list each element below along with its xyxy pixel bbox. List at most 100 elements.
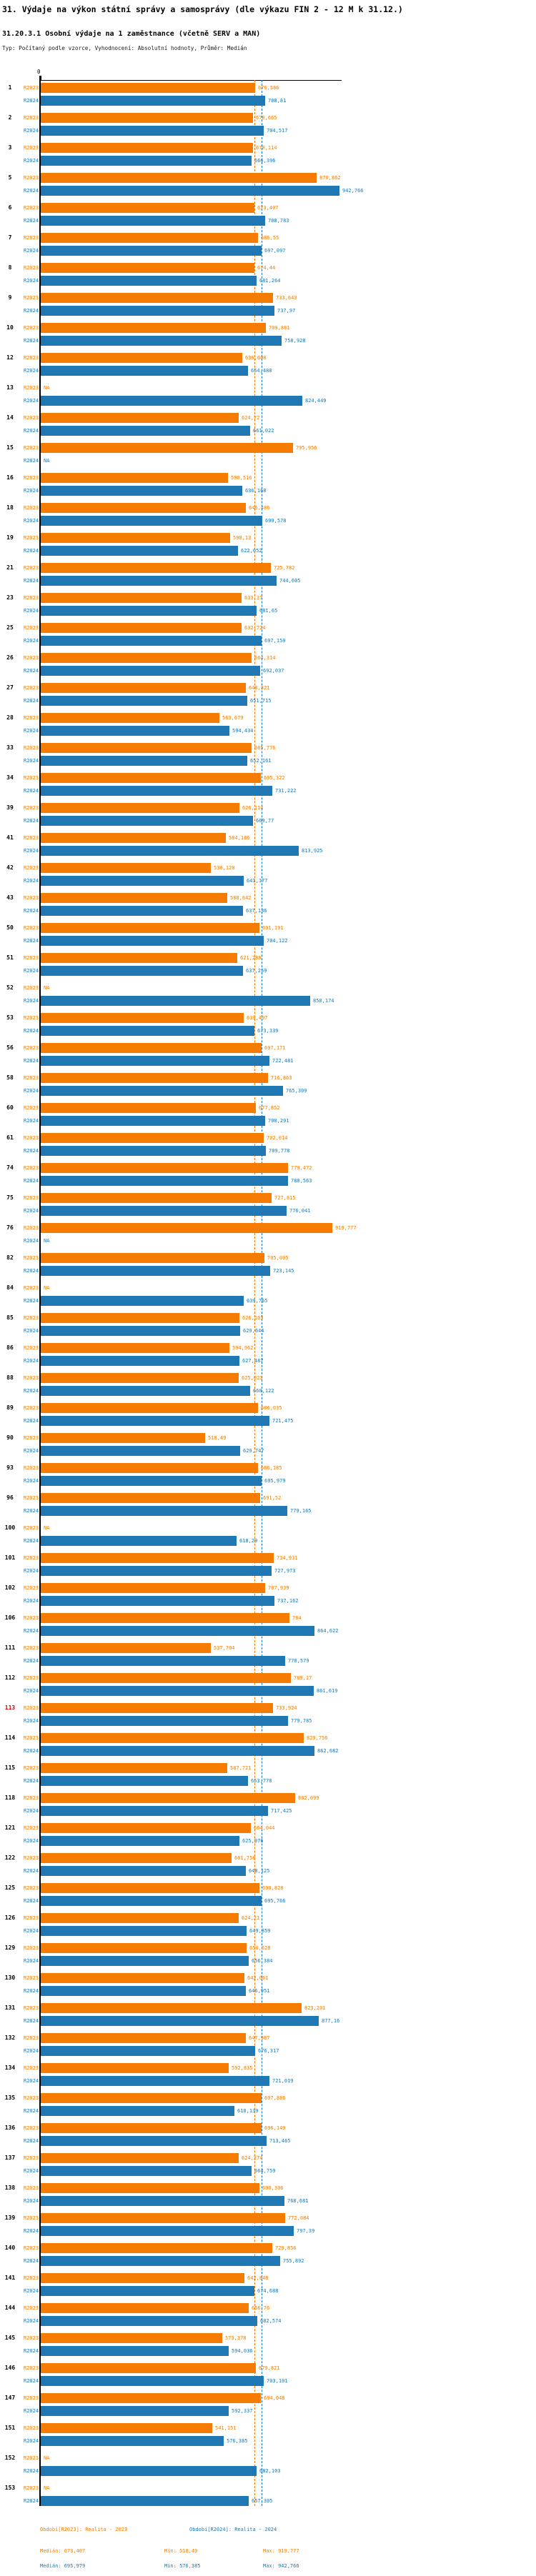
chart-row-group: 139 R2023 772,084 R2024 797,39	[0, 2213, 536, 2236]
bar-value-2024: 768,681	[287, 2198, 309, 2204]
bar-2023	[41, 113, 253, 123]
bar-value-2023: 642,661	[247, 1975, 269, 1981]
bar-row-2024: R2024 618,29	[20, 1536, 536, 1546]
series-label-2023: R2023	[24, 505, 39, 511]
bar-2023	[41, 1913, 239, 1923]
series-label-2024: R2024	[24, 2408, 39, 2414]
chart-row-group: 101 R2023 734,931 R2024 727,973	[0, 1553, 536, 1576]
row-number: 106	[4, 1614, 16, 1621]
chart-row-group: 25 R2023 632,724 R2024 697,159	[0, 623, 536, 646]
chart-row-group: 96 R2023 691,52 R2024 779,165	[0, 1493, 536, 1516]
bar-2023	[41, 1583, 265, 1593]
chart-row-group: 131 R2023 823,201 R2024 877,16	[0, 2003, 536, 2026]
bar-row-2023: R2023 624,21	[20, 1913, 536, 1923]
bar-2023	[41, 2003, 302, 2013]
series-label-2023: R2023	[24, 895, 39, 901]
stat-min-2024: Min: 576,385	[164, 2563, 201, 2569]
bar-2024	[41, 606, 257, 616]
chart-row-group: 26 R2023 664,314 R2024 692,037	[0, 653, 536, 676]
bar-2023	[41, 1643, 211, 1653]
row-number: 130	[4, 1975, 16, 1981]
bar-2024	[41, 1176, 288, 1186]
series-label-2023: R2023	[24, 1585, 39, 1591]
bar-row-2023: R2023 541,151	[20, 2423, 536, 2433]
chart-row-group: 138 R2023 690,306 R2024 768,681	[0, 2183, 536, 2206]
bar-row-2023: R2023 691,52	[20, 1493, 536, 1503]
bar-2023	[41, 1823, 251, 1833]
bar-2024	[41, 1476, 262, 1486]
chart-row-group: 111 R2023 537,704 R2024 770,579	[0, 1643, 536, 1666]
chart-row-group: 56 R2023 697,171 R2024 722,481	[0, 1043, 536, 1066]
bar-row-2023: R2023 725,782	[20, 563, 536, 573]
bar-2023	[41, 1883, 259, 1893]
bar-value-2024: 755,892	[283, 2258, 304, 2264]
bar-2024	[41, 2076, 269, 2086]
bar-value-2024: 651,715	[250, 698, 272, 704]
bar-value-2024: 666,396	[254, 158, 276, 164]
chart-row-group: 14 R2023 624,72 R2024 661,022	[0, 413, 536, 436]
indicator-meta: Typ: Počítaný podle vzorce, Vyhodnocení:…	[2, 45, 247, 51]
bar-2024	[41, 2466, 257, 2476]
row-number: 132	[4, 2035, 16, 2041]
row-number: 60	[6, 1104, 14, 1111]
bar-2023	[41, 1703, 273, 1713]
bar-2023	[41, 1373, 239, 1383]
bar-2023	[41, 2333, 222, 2343]
bar-row-2024: R2024 704,517	[20, 126, 536, 136]
series-label-2023: R2023	[24, 1675, 39, 1681]
bar-row-2024: R2024 744,605	[20, 576, 536, 586]
chart-row-group: 113 R2023 733,924 R2024 779,785	[0, 1703, 536, 1726]
bar-2023	[41, 1223, 332, 1233]
bar-value-2024: 629,644	[243, 1328, 264, 1334]
bar-value-2024: 864,622	[317, 1628, 339, 1634]
chart-row-group: 136 R2023 696,149 R2024 713,465	[0, 2123, 536, 2146]
series-label-2024: R2024	[24, 728, 39, 734]
series-label-2023: R2023	[24, 985, 39, 991]
row-number: 33	[6, 744, 14, 751]
chart-row-group: 115 R2023 587,721 R2024 653,778	[0, 1763, 536, 1786]
bar-value-2024: 697,159	[264, 638, 286, 644]
series-label-2024: R2024	[24, 1928, 39, 1934]
bar-value-2024: 765,309	[286, 1088, 307, 1094]
bar-row-2024: R2024 681,264	[20, 276, 536, 286]
series-label-2023: R2023	[24, 445, 39, 451]
series-label-2023: R2023	[24, 1225, 39, 1231]
bar-value-2024: 723,145	[273, 1268, 294, 1274]
bar-2023	[41, 1103, 256, 1113]
chart-row-group: 146 R2023 679,821 R2024 703,101	[0, 2363, 536, 2386]
bar-2024	[41, 306, 274, 316]
series-label-2024: R2024	[24, 1148, 39, 1154]
bar-value-2024: 673,339	[257, 1028, 279, 1034]
bar-row-2023: R2023 598,13	[20, 533, 536, 543]
bar-value-2024: 576,385	[227, 2438, 248, 2444]
chart-row-group: 126 R2023 624,21 R2024 649,859	[0, 1913, 536, 1936]
series-label-2024: R2024	[24, 1478, 39, 1484]
chart-row-group: 132 R2023 647,987 R2024 676,317	[0, 2033, 536, 2056]
bar-row-2023: R2023 588,642	[20, 893, 536, 903]
bar-value-2023: 639,497	[247, 1015, 268, 1021]
series-label-2024: R2024	[24, 338, 39, 344]
row-number: 122	[4, 1854, 16, 1861]
bar-2024	[41, 1446, 240, 1456]
bar-2023	[41, 1043, 262, 1053]
row-number: 42	[6, 864, 14, 871]
bar-value-2024: 646,951	[249, 1988, 270, 1994]
bar-value-2023: 690,306	[262, 2185, 284, 2191]
bar-row-2024: R2024 695,766	[20, 1896, 536, 1906]
series-label-2023: R2023	[24, 145, 39, 151]
row-number: 56	[6, 1044, 14, 1051]
bar-row-2024: R2024 636,168	[20, 486, 536, 496]
series-label-2024: R2024	[24, 2318, 39, 2324]
series-label-2023: R2023	[24, 1015, 39, 1021]
bar-value-2024: 695,766	[264, 1898, 286, 1904]
bar-value-2023: 670,114	[256, 145, 277, 151]
bar-value-2023: 642,848	[247, 2275, 269, 2281]
series-label-2024: R2024	[24, 428, 39, 434]
bar-value-2024: 657,305	[252, 2498, 273, 2504]
bar-2023	[41, 473, 228, 483]
bar-2024	[41, 2016, 319, 2026]
bar-2024	[41, 1536, 237, 1546]
bar-row-2024: R2024 673,339	[20, 1026, 536, 1036]
series-label-2024: R2024	[24, 1418, 39, 1424]
bar-value-2024: 627,487	[242, 1358, 264, 1364]
